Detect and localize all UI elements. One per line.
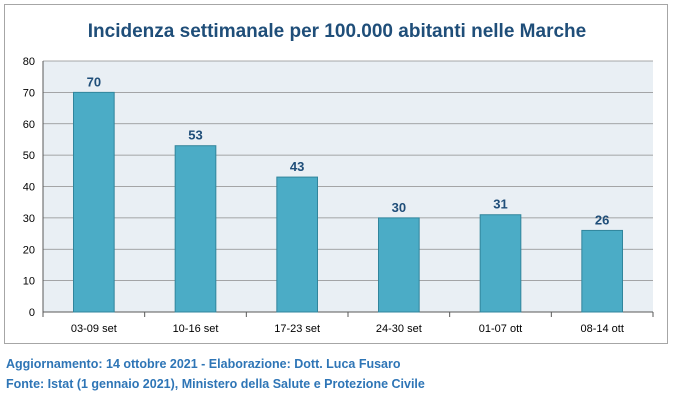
footer-source-note: Fonte: Istat (1 gennaio 2021), Ministero… [6, 377, 425, 391]
y-tick-label: 0 [29, 307, 35, 319]
y-tick-label: 10 [23, 276, 35, 288]
x-tick-label: 08-14 ott [580, 323, 623, 335]
y-tick-label: 80 [23, 56, 35, 68]
y-tick-label: 50 [23, 150, 35, 162]
y-tick-label: 70 [23, 87, 35, 99]
bar [174, 145, 217, 313]
data-label: 26 [595, 212, 609, 227]
bar-chart: 0 10 20 30 40 50 60 70 80 70 03-09 set 53 10-16 set 4… [23, 56, 654, 335]
y-tick-label: 40 [23, 182, 35, 194]
y-tick-label: 30 [23, 213, 35, 225]
x-tick-label: 03-09 set [71, 323, 117, 335]
bar [479, 214, 522, 313]
data-label: 43 [290, 159, 304, 174]
chart-frame: Incidenza settimanale per 100.000 abitan… [4, 4, 668, 344]
y-tick-label: 20 [23, 244, 35, 256]
data-label: 31 [493, 197, 507, 212]
data-label: 70 [87, 74, 101, 89]
data-label: 30 [392, 200, 406, 215]
bar [378, 217, 420, 313]
bar [73, 91, 115, 313]
x-tick-label: 17-23 set [274, 323, 320, 335]
x-tick-label: 01-07 ott [479, 323, 522, 335]
chart-title: Incidenza settimanale per 100.000 abitan… [87, 21, 587, 42]
data-label: 53 [188, 128, 202, 143]
x-tick-label: 24-30 set [376, 323, 422, 335]
bar [276, 176, 319, 313]
bar [581, 229, 623, 313]
y-tick-label: 60 [23, 119, 35, 131]
x-tick-label: 10-16 set [173, 323, 219, 335]
footer-update-note: Aggiornamento: 14 ottobre 2021 - Elabora… [6, 357, 401, 371]
